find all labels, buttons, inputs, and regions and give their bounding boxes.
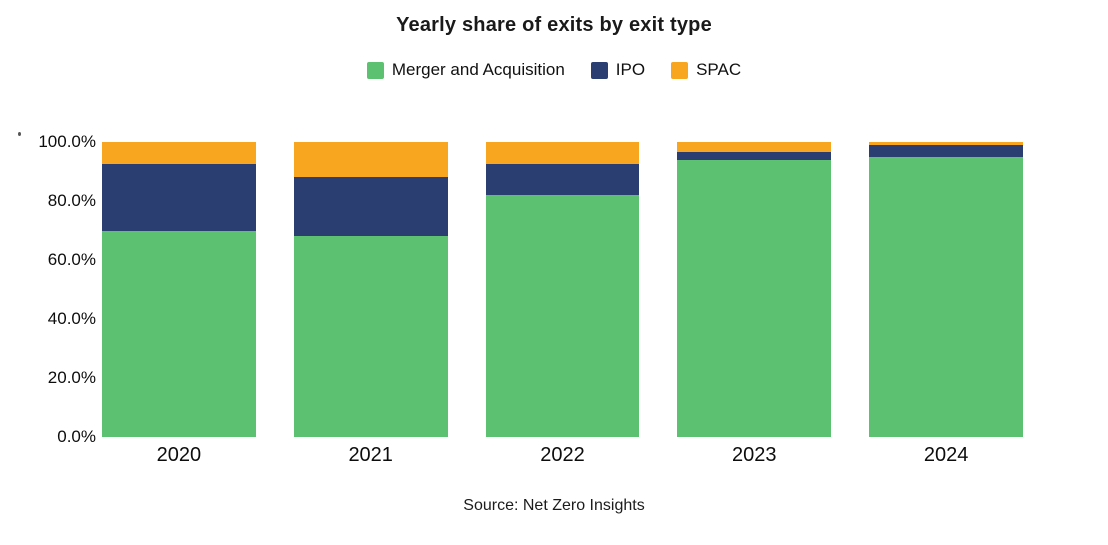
bar-segment-ipo [485, 164, 640, 196]
bar-segment-spac [293, 142, 448, 178]
bar-column-2020 [102, 142, 256, 437]
legend-swatch-spac-icon [671, 61, 689, 79]
bar-segment-merger-and-acquisition [102, 230, 256, 437]
y-axis-tick-label: 20.0% [47, 368, 96, 387]
bar-column-2023 [677, 142, 832, 437]
x-axis-label: 2022 [540, 444, 585, 466]
bar-segment-merger-and-acquisition [293, 236, 448, 437]
legend-item-spac: SPAC [671, 60, 741, 80]
bar-segment-merger-and-acquisition [485, 195, 640, 437]
stray-tick-mark [18, 132, 21, 136]
plot-area [102, 142, 1023, 437]
legend-label: Merger and Acquisition [391, 60, 565, 79]
legend: Merger and Acquisition IPO SPAC [0, 60, 1108, 80]
legend-item-ipo: IPO [590, 60, 646, 80]
y-axis-tick-label: 0.0% [57, 427, 96, 446]
x-axis-label: 2021 [348, 444, 393, 466]
y-axis-tick-label: 80.0% [47, 191, 96, 210]
bar-segment-ipo [102, 164, 256, 231]
bar-segment-merger-and-acquisition [869, 156, 1023, 437]
legend-swatch-ipo-icon [590, 61, 608, 79]
y-axis-tick-label: 100.0% [38, 132, 96, 151]
legend-label: SPAC [696, 60, 742, 79]
legend-label: IPO [615, 60, 646, 79]
bars-row [102, 142, 1023, 437]
x-axis: 2020 2021 2022 2023 2024 [102, 444, 1023, 467]
bar-column-2024 [869, 142, 1023, 437]
legend-swatch-merger-and-acquisition-icon [366, 61, 384, 79]
source-caption: Source: Net Zero Insights [463, 497, 645, 514]
x-axis-label: 2024 [923, 444, 969, 466]
y-axis-tick-label: 60.0% [47, 250, 96, 269]
chart-title: Yearly share of exits by exit type [396, 14, 712, 36]
bar-segment-ipo [293, 177, 448, 237]
x-axis-label: 2020 [156, 444, 202, 466]
bar-segment-merger-and-acquisition [677, 159, 832, 437]
bar-column-2022 [485, 142, 640, 437]
y-axis: 0.0% 20.0% 40.0% 60.0% 80.0% 100.0% [0, 0, 96, 545]
y-axis-tick-label: 40.0% [47, 309, 96, 328]
bar-segment-ipo [869, 144, 1023, 157]
bar-segment-ipo [677, 152, 832, 160]
bar-column-2021 [293, 142, 448, 437]
bar-segment-spac [485, 142, 640, 165]
bar-segment-spac [869, 142, 1023, 145]
x-axis-label: 2023 [732, 444, 777, 466]
bar-segment-spac [102, 142, 256, 165]
bar-segment-spac [677, 142, 832, 153]
legend-item-merger-and-acquisition: Merger and Acquisition [366, 60, 565, 80]
